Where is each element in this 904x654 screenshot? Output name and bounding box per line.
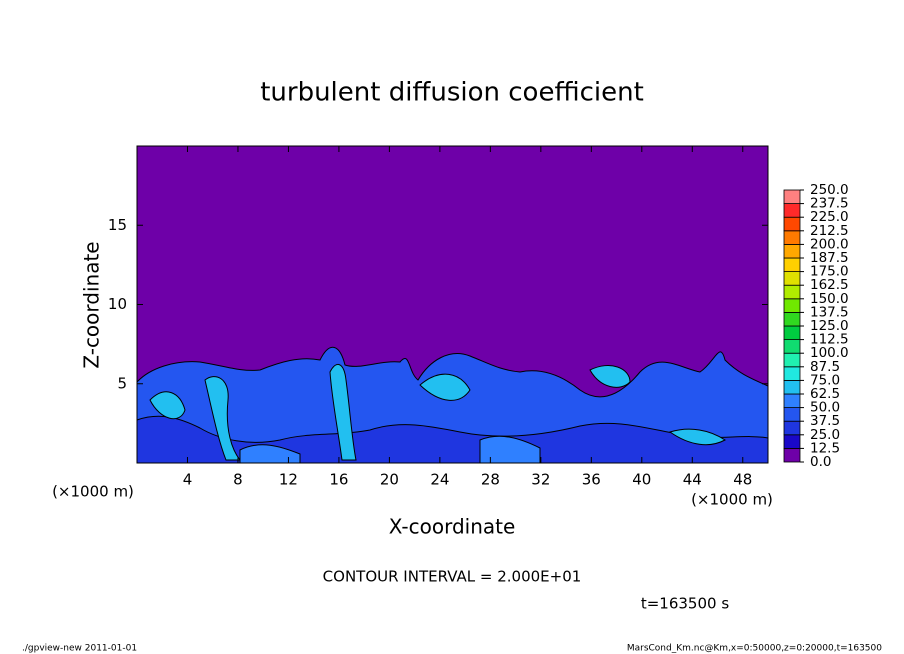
x-tick-label: 4 [183, 471, 193, 489]
colorbar-label: 62.5 [810, 386, 840, 402]
colorbar-bin [783, 407, 801, 422]
colorbar-label: 187.5 [810, 250, 849, 266]
colorbar-label: 75.0 [810, 372, 840, 388]
colorbar-bin [783, 271, 801, 286]
colorbar-label: 37.5 [810, 413, 840, 429]
colorbar-bin [783, 447, 801, 463]
field [136, 146, 769, 464]
x-tick-label: 44 [683, 471, 702, 489]
x-tick-label: 28 [481, 471, 500, 489]
colorbar-label: 225.0 [810, 209, 849, 225]
colorbar-bin [783, 257, 801, 273]
colorbar-bin [783, 189, 801, 205]
y-tick-label: 5 [117, 374, 127, 392]
colorbar-label: 50.0 [810, 400, 840, 416]
colorbar-label: 162.5 [810, 277, 849, 293]
colorbar-label: 200.0 [810, 236, 849, 252]
chart-title: turbulent diffusion coefficient [260, 78, 644, 108]
colorbar-bin [783, 216, 801, 232]
y-tick-label: 15 [108, 216, 127, 234]
x-tick-label: 48 [733, 471, 752, 489]
time-label: t=163500 s [641, 595, 729, 613]
colorbar-bin [783, 311, 801, 327]
colorbar-bin [783, 434, 801, 449]
field-region [239, 435, 541, 464]
x-tick-label: 36 [582, 471, 601, 489]
colorbar-label: 87.5 [810, 359, 840, 375]
x-tick-label: 40 [632, 471, 651, 489]
colorbar-bin [783, 393, 801, 409]
x-tick-label: 16 [329, 471, 348, 489]
colorbar-label: 12.5 [810, 440, 840, 456]
colorbar-label: 100.0 [810, 345, 849, 361]
colorbar-label: 125.0 [810, 318, 849, 334]
colorbar-bin [783, 379, 801, 395]
colorbar-label: 212.5 [810, 223, 849, 239]
x-axis-unit: (×1000 m) [691, 491, 773, 509]
colorbar-bin [783, 243, 801, 259]
colorbar-label: 25.0 [810, 427, 840, 443]
colorbar-bin [783, 339, 801, 354]
colorbar-bin [783, 420, 801, 436]
colorbar-bin [783, 325, 801, 341]
colorbar-bin [783, 284, 801, 300]
x-tick-label: 12 [279, 471, 298, 489]
field-region [149, 364, 726, 461]
footer-left: ./gpview-new 2011-01-01 [22, 644, 137, 654]
x-tick-label: 8 [233, 471, 243, 489]
y-axis-label: Z-coordinate [80, 241, 104, 368]
y-axis-unit: (×1000 m) [52, 483, 134, 501]
colorbar-label: 0.0 [810, 454, 831, 470]
x-tick-label: 20 [380, 471, 399, 489]
colorbar-label: 237.5 [810, 196, 849, 212]
contour-interval: CONTOUR INTERVAL = 2.000E+01 [323, 568, 582, 586]
x-axis-label: X-coordinate [389, 515, 516, 539]
colorbar-bin [783, 203, 801, 218]
footer-right: MarsCond_Km.nc@Km,x=0:50000,z=0:20000,t=… [627, 644, 882, 654]
colorbar-bin [783, 352, 801, 368]
colorbar-label: 137.5 [810, 304, 849, 320]
y-tick-label: 10 [108, 295, 127, 313]
x-tick-label: 32 [531, 471, 550, 489]
colorbar-label: 150.0 [810, 291, 849, 307]
x-tick-label: 24 [430, 471, 449, 489]
colorbar-label: 112.5 [810, 332, 849, 348]
colorbar-label: 250.0 [810, 182, 849, 198]
colorbar-bin [783, 366, 801, 381]
colorbar-bin [783, 230, 801, 245]
colorbar-bin [783, 298, 801, 313]
colorbar-label: 175.0 [810, 264, 849, 280]
